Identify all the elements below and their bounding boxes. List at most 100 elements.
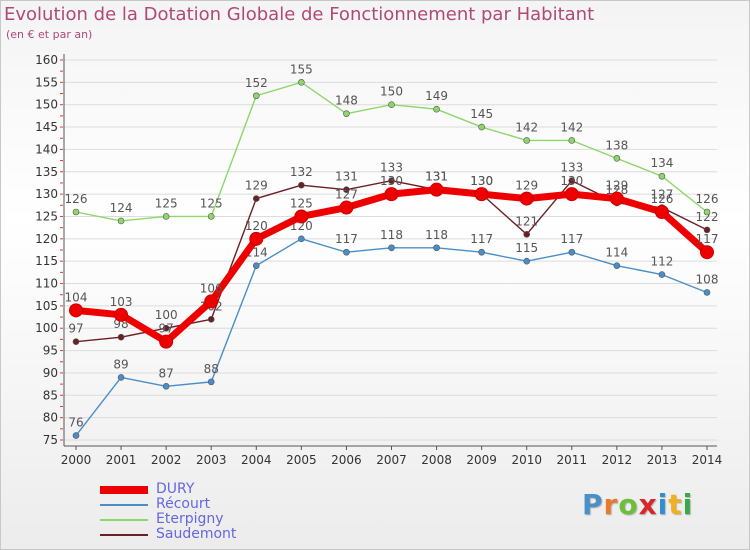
data-point [343, 186, 350, 193]
y-tick-label: 95 [43, 344, 58, 358]
legend-item: Eterpigny [100, 512, 236, 527]
y-tick-label: 105 [35, 299, 58, 313]
data-label: 134 [650, 156, 673, 170]
y-tick-label: 85 [43, 388, 58, 402]
data-label: 117 [335, 232, 358, 246]
data-point [703, 289, 711, 296]
y-tick-label: 135 [35, 165, 58, 179]
data-label: 121 [515, 214, 538, 228]
legend-item: Saudemont [100, 527, 236, 542]
data-point [252, 92, 260, 100]
y-tick-label: 80 [43, 411, 58, 425]
data-point [252, 195, 260, 202]
data-label: 129 [605, 179, 628, 193]
data-point [343, 248, 350, 256]
data-point [609, 191, 624, 206]
y-tick-label: 140 [35, 142, 58, 156]
chart-subtitle: (en € et par an) [6, 28, 93, 41]
proxiti-logo: Proxiti [582, 488, 694, 521]
data-point [568, 248, 576, 256]
data-label: 117 [560, 232, 583, 246]
data-point [429, 182, 444, 197]
data-label: 138 [605, 138, 628, 152]
y-tick-label: 75 [43, 433, 58, 447]
data-point [654, 205, 669, 219]
data-label: 150 [380, 85, 403, 99]
data-point [204, 294, 219, 309]
data-point [388, 101, 395, 109]
data-point [658, 172, 666, 180]
data-label: 142 [515, 120, 538, 134]
data-label: 148 [335, 94, 358, 108]
data-label: 155 [290, 62, 313, 76]
data-point [298, 235, 305, 243]
data-label: 97 [159, 322, 174, 336]
x-tick-label: 2000 [61, 453, 92, 467]
x-tick-label: 2014 [692, 453, 723, 467]
data-label: 117 [470, 232, 493, 246]
data-label: 131 [425, 170, 448, 184]
data-point [117, 217, 125, 225]
data-point [519, 191, 534, 206]
data-point [159, 334, 174, 349]
data-point [613, 262, 621, 269]
data-label: 117 [696, 232, 719, 246]
data-point [523, 257, 531, 265]
data-label: 89 [113, 357, 128, 371]
y-tick-label: 125 [35, 209, 58, 223]
y-tick-label: 155 [35, 75, 58, 89]
x-tick-label: 2005 [286, 453, 317, 467]
data-point [478, 248, 485, 256]
x-tick-label: 2007 [376, 453, 407, 467]
chart-title: Evolution de la Dotation Globale de Fonc… [4, 4, 595, 25]
data-label: 130 [560, 174, 583, 188]
data-point [69, 303, 83, 318]
data-point [72, 338, 80, 345]
x-tick-label: 2009 [466, 453, 497, 467]
data-point [384, 187, 399, 202]
data-point [388, 244, 395, 252]
data-point [700, 245, 714, 260]
data-label: 133 [560, 161, 583, 175]
data-label: 131 [425, 170, 448, 184]
y-tick-label: 90 [43, 366, 58, 380]
data-point [207, 315, 215, 323]
y-tick-label: 160 [35, 53, 58, 67]
x-tick-label: 2008 [421, 453, 452, 467]
data-point [117, 333, 125, 341]
data-label: 126 [696, 192, 719, 206]
data-point [162, 383, 170, 390]
y-tick-label: 115 [35, 254, 58, 268]
data-label: 133 [380, 161, 403, 175]
data-point [613, 155, 621, 162]
data-label: 118 [425, 228, 448, 242]
x-tick-label: 2013 [647, 453, 678, 467]
data-point [433, 244, 440, 252]
data-point [162, 213, 170, 220]
data-point [343, 110, 350, 117]
data-point [252, 262, 260, 269]
data-point [298, 79, 305, 86]
data-label: 88 [204, 362, 219, 376]
data-point [523, 231, 531, 238]
data-point [474, 187, 489, 202]
data-label: 126 [65, 192, 88, 206]
data-label: 124 [110, 201, 133, 215]
x-tick-label: 2001 [106, 453, 137, 467]
data-point [72, 208, 80, 216]
data-label: 103 [110, 295, 133, 309]
y-tick-label: 120 [35, 232, 58, 246]
legend-label: Récourt [156, 496, 211, 512]
data-label: 130 [470, 174, 493, 188]
data-point [207, 378, 215, 386]
data-label: 127 [650, 188, 673, 202]
y-tick-label: 150 [35, 98, 58, 112]
data-label: 131 [335, 170, 358, 184]
y-tick-label: 145 [35, 120, 58, 134]
x-tick-label: 2003 [196, 453, 227, 467]
x-tick-label: 2010 [511, 453, 542, 467]
x-tick-label: 2006 [331, 453, 362, 467]
data-point [72, 432, 80, 439]
data-point [703, 226, 711, 234]
data-label: 112 [650, 255, 673, 269]
